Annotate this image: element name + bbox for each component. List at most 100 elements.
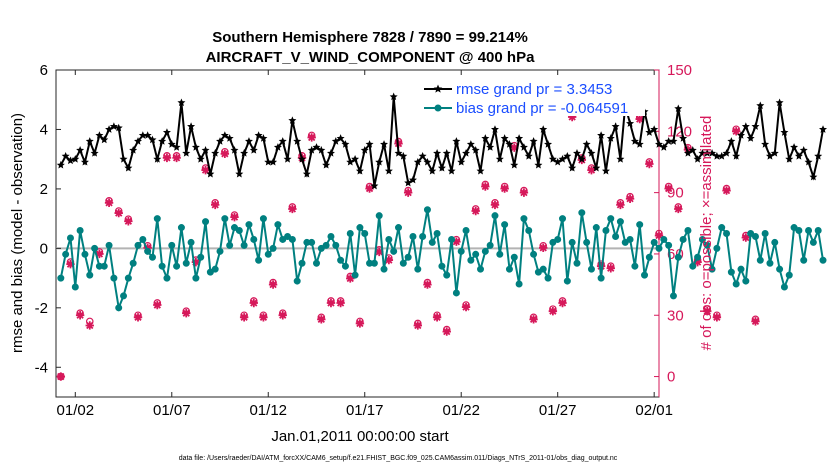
bias-point <box>370 259 378 267</box>
bias-point <box>163 274 171 282</box>
rmse-point <box>114 123 123 132</box>
rmse-point <box>423 157 432 166</box>
obs-assimilated-point <box>548 306 558 316</box>
chart-title: Southern Hemisphere 7828 / 7890 = 99.214… <box>212 29 528 46</box>
rmse-point <box>732 152 741 160</box>
rmse-point <box>539 125 548 133</box>
bias-point <box>684 227 692 235</box>
rmse-point <box>568 163 577 172</box>
obs-assimilated-point <box>693 257 702 267</box>
y2-tick-label: 150 <box>667 62 692 79</box>
bias-point <box>235 227 243 235</box>
obs-assimilated-point <box>731 127 741 136</box>
rmse-point <box>476 166 485 175</box>
bias-point <box>742 277 750 285</box>
rmse-point <box>322 160 331 169</box>
rmse-point <box>809 172 818 181</box>
bias-point <box>399 259 407 267</box>
rmse-point <box>331 137 340 145</box>
rmse-point <box>273 143 282 151</box>
obs-assimilated-point <box>172 153 181 163</box>
bias-point <box>395 224 403 232</box>
obs-assimilated-point <box>201 165 210 175</box>
legend: rmse grand pr = 3.3453 bias grand pr = -… <box>420 78 645 117</box>
bias-point <box>539 265 547 273</box>
rmse-point <box>269 157 278 166</box>
bias-point <box>587 265 595 273</box>
plot-area <box>55 69 660 398</box>
rmse-point <box>741 122 750 130</box>
obs-assimilated-point <box>616 200 625 210</box>
bias-point <box>694 253 702 261</box>
bias-point <box>124 274 132 282</box>
obs-assimilated-point <box>307 133 316 142</box>
obs-assimilated-point <box>471 206 480 216</box>
rmse-point <box>466 140 475 148</box>
obs-assimilated-point <box>500 184 509 193</box>
bias-point <box>81 250 89 258</box>
bias-point <box>226 241 234 249</box>
rmse-point <box>799 146 808 154</box>
rmse-point <box>587 149 596 157</box>
x-tick-label: 01/07 <box>153 402 191 419</box>
obs-assimilated-point <box>375 247 384 257</box>
bias-point <box>805 227 813 235</box>
rmse-point <box>56 160 65 169</box>
rmse-point <box>206 169 215 178</box>
obs-assimilated-point <box>95 249 104 259</box>
bias-point <box>616 218 624 226</box>
rmse-point <box>418 152 427 160</box>
rmse-point <box>191 143 200 151</box>
bias-point <box>409 232 417 240</box>
rmse-point <box>616 154 625 163</box>
obs-assimilated-point <box>191 257 201 267</box>
y-tick-label: 0 <box>40 240 48 257</box>
obs-assimilated-point <box>635 114 644 124</box>
bias-point <box>481 247 489 255</box>
rmse-point <box>365 140 374 148</box>
rmse-point <box>722 149 731 157</box>
x-tick-label: 02/01 <box>635 402 673 419</box>
bias-point <box>448 235 456 243</box>
rmse-point <box>158 137 167 145</box>
rmse-point <box>611 122 620 130</box>
rmse-point <box>804 157 813 166</box>
rmse-point <box>288 116 297 124</box>
obs-assimilated-point <box>625 194 635 203</box>
rmse-point <box>712 152 721 160</box>
rmse-point <box>462 149 471 157</box>
bias-point <box>472 250 480 258</box>
bias-point <box>737 265 745 273</box>
bias-point <box>443 271 451 279</box>
rmse-point <box>298 154 307 163</box>
obs-assimilated-point <box>645 159 654 169</box>
bias-point <box>245 221 253 229</box>
rmse-point <box>592 163 601 172</box>
obs-assimilated-point <box>712 313 722 322</box>
rmse-point <box>370 181 379 190</box>
rmse-point <box>650 125 659 133</box>
bias-point <box>404 253 412 261</box>
rmse-point <box>71 154 80 163</box>
bias-point <box>780 283 788 291</box>
bias-point <box>288 235 296 243</box>
bias-point <box>795 227 803 235</box>
bias-point <box>322 241 330 249</box>
rmse-point <box>384 166 393 175</box>
rmse-point <box>264 157 273 166</box>
bias-point <box>462 227 470 235</box>
rmse-point <box>278 137 287 145</box>
rmse-point <box>486 143 495 151</box>
rmse-point <box>447 166 456 175</box>
rmse-point <box>129 146 138 154</box>
rmse-point <box>317 146 326 154</box>
x-tick-label: 01/27 <box>539 402 577 419</box>
rmse-point <box>630 137 639 145</box>
bias-point <box>578 209 586 217</box>
obs-assimilated-point <box>442 327 451 336</box>
bias-point <box>375 212 383 220</box>
obs-assimilated-point <box>259 313 268 322</box>
obs-assimilated-point <box>326 298 336 308</box>
bias-point <box>814 227 822 235</box>
rmse-point <box>389 92 398 101</box>
